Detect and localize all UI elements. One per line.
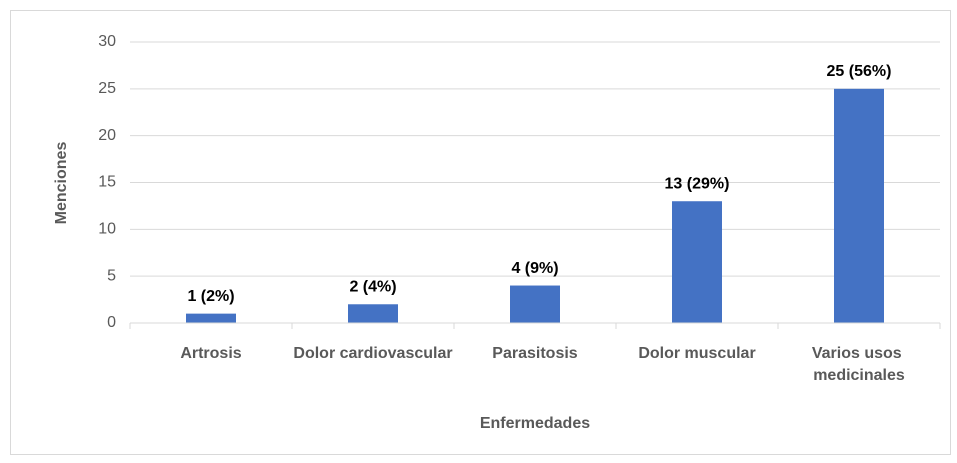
x-tick-label: Artrosis bbox=[180, 345, 241, 362]
y-tick-label: 30 bbox=[98, 33, 116, 50]
data-label: 25 (56%) bbox=[827, 63, 892, 80]
y-axis-title: Menciones bbox=[53, 142, 70, 225]
y-tick-label: 0 bbox=[107, 314, 116, 331]
y-tick-label: 10 bbox=[98, 221, 116, 238]
data-label: 4 (9%) bbox=[511, 260, 558, 277]
bar bbox=[348, 304, 398, 323]
x-tick-label: Dolor muscular bbox=[638, 345, 755, 362]
x-tick-label: Dolor cardiovascular bbox=[293, 345, 452, 362]
y-tick-label: 5 bbox=[107, 267, 116, 284]
x-axis-title: Enfermedades bbox=[480, 415, 590, 432]
x-tick-label: Parasitosis bbox=[492, 345, 577, 362]
bar bbox=[186, 313, 236, 323]
y-tick-label: 25 bbox=[98, 80, 116, 97]
chart-border bbox=[10, 10, 951, 455]
data-label: 13 (29%) bbox=[665, 175, 730, 192]
x-tick-label: Varios usos medicinales bbox=[812, 345, 906, 384]
y-tick-label: 15 bbox=[98, 174, 116, 191]
bar bbox=[672, 201, 722, 323]
y-tick-label: 20 bbox=[98, 127, 116, 144]
bar bbox=[510, 285, 560, 323]
data-label: 1 (2%) bbox=[187, 288, 234, 305]
bar bbox=[834, 88, 884, 323]
data-label: 2 (4%) bbox=[349, 278, 396, 295]
